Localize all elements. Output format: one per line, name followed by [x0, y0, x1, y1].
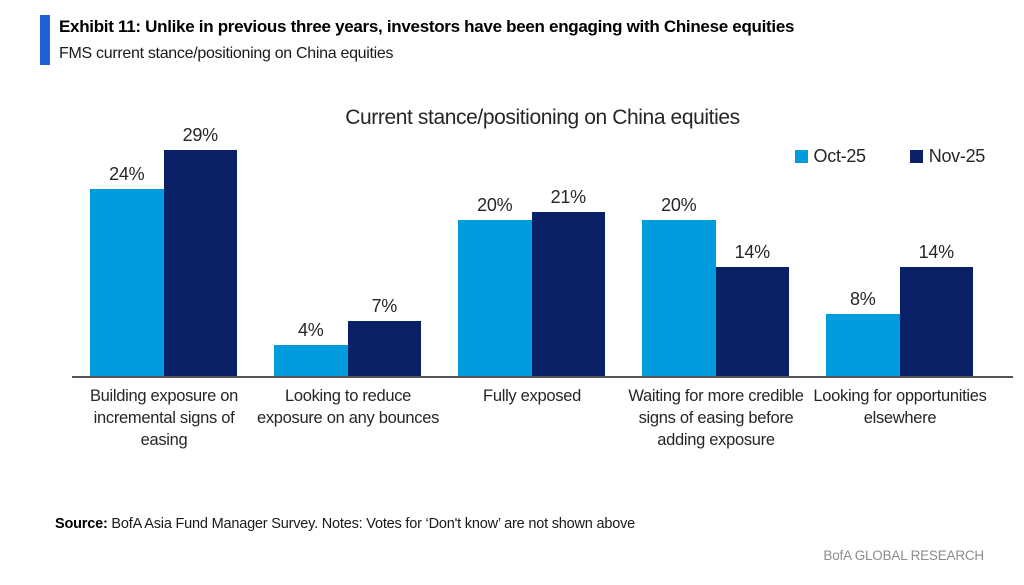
legend-label: Oct-25 — [813, 146, 867, 166]
exhibit-accent-bar — [40, 15, 50, 65]
bar-column: 4% — [274, 320, 348, 376]
bar-value-label: 20% — [661, 195, 697, 215]
bar-value-label: 24% — [109, 164, 145, 184]
bar-value-label: 7% — [371, 296, 398, 316]
bar-group: 24% 29% — [90, 125, 237, 376]
bar-column: 7% — [347, 296, 421, 376]
bar-column: 20% — [642, 195, 716, 376]
category-label: Waiting for more credible signs of easin… — [628, 387, 804, 449]
bar-value-label: 21% — [550, 187, 586, 207]
legend-label: Nov-25 — [928, 146, 986, 166]
bar-column: 24% — [90, 164, 164, 376]
bar-group: 20% 21% — [458, 187, 605, 376]
bar-group: 8% 14% — [826, 242, 973, 376]
bar-oct-25 — [826, 314, 900, 376]
source-text: BofA Asia Fund Manager Survey. Notes: Vo… — [107, 516, 635, 532]
bar-column: 14% — [715, 242, 789, 376]
category-label: Fully exposed — [483, 387, 581, 405]
exhibit-subtitle: FMS current stance/positioning on China … — [59, 45, 394, 62]
bar-group: 4% 7% — [274, 296, 421, 376]
bar-chart: Current stance/positioning on China equi… — [72, 100, 1013, 451]
source-label: Source: — [55, 516, 108, 532]
category-label: Looking for opportunities elsewhere — [813, 387, 987, 427]
category-label: Building exposure on incremental signs o… — [89, 387, 239, 449]
bar-value-label: 14% — [918, 242, 954, 262]
bar-column: 8% — [826, 289, 900, 376]
bar-oct-25 — [90, 189, 164, 376]
category-axis-labels: Building exposure on incremental signs o… — [72, 386, 1013, 451]
bar-value-label: 29% — [182, 125, 218, 145]
bar-value-label: 8% — [850, 289, 876, 309]
bar-nov-25 — [899, 267, 973, 376]
category-label: Looking to reduce exposure on any bounce… — [256, 387, 440, 427]
bar-nov-25 — [163, 150, 237, 376]
source-note: Source: BofA Asia Fund Manager Survey. N… — [55, 516, 635, 532]
bar-column: 14% — [899, 242, 973, 376]
bar-value-label: 4% — [298, 320, 324, 340]
chart-title: Current stance/positioning on China equi… — [345, 106, 740, 129]
legend-swatch-nov-25 — [909, 150, 923, 163]
legend-item-oct-25: Oct-25 — [794, 146, 867, 167]
bar-nov-25 — [531, 212, 605, 376]
bar-nov-25 — [347, 321, 421, 376]
bar-column: 21% — [531, 187, 605, 376]
plot-area: 24% 29% 4% 7% 20% 21% 20% 14% 8% 14% — [72, 100, 1013, 378]
bar-oct-25 — [458, 220, 532, 376]
exhibit-title: Exhibit 11: Unlike in previous three yea… — [59, 17, 795, 36]
legend-item-nov-25: Nov-25 — [909, 146, 986, 167]
bars-row: 24% 29% 4% 7% 20% 21% 20% 14% 8% 14% — [90, 125, 973, 376]
exhibit-header: Exhibit 11: Unlike in previous three yea… — [40, 15, 794, 65]
bar-column: 20% — [458, 195, 532, 376]
legend-swatch-oct-25 — [794, 150, 808, 163]
bar-value-label: 20% — [477, 195, 513, 215]
bar-oct-25 — [642, 220, 716, 376]
bar-value-label: 14% — [734, 242, 770, 262]
bar-column: 29% — [163, 125, 237, 376]
chart-legend: Oct-25 Nov-25 — [794, 146, 986, 167]
brand-credit: BofA GLOBAL RESEARCH — [823, 548, 984, 563]
bar-nov-25 — [715, 267, 789, 376]
exhibit-header-text: Exhibit 11: Unlike in previous three yea… — [59, 15, 794, 65]
bar-oct-25 — [274, 345, 348, 376]
bar-group: 20% 14% — [642, 195, 789, 376]
